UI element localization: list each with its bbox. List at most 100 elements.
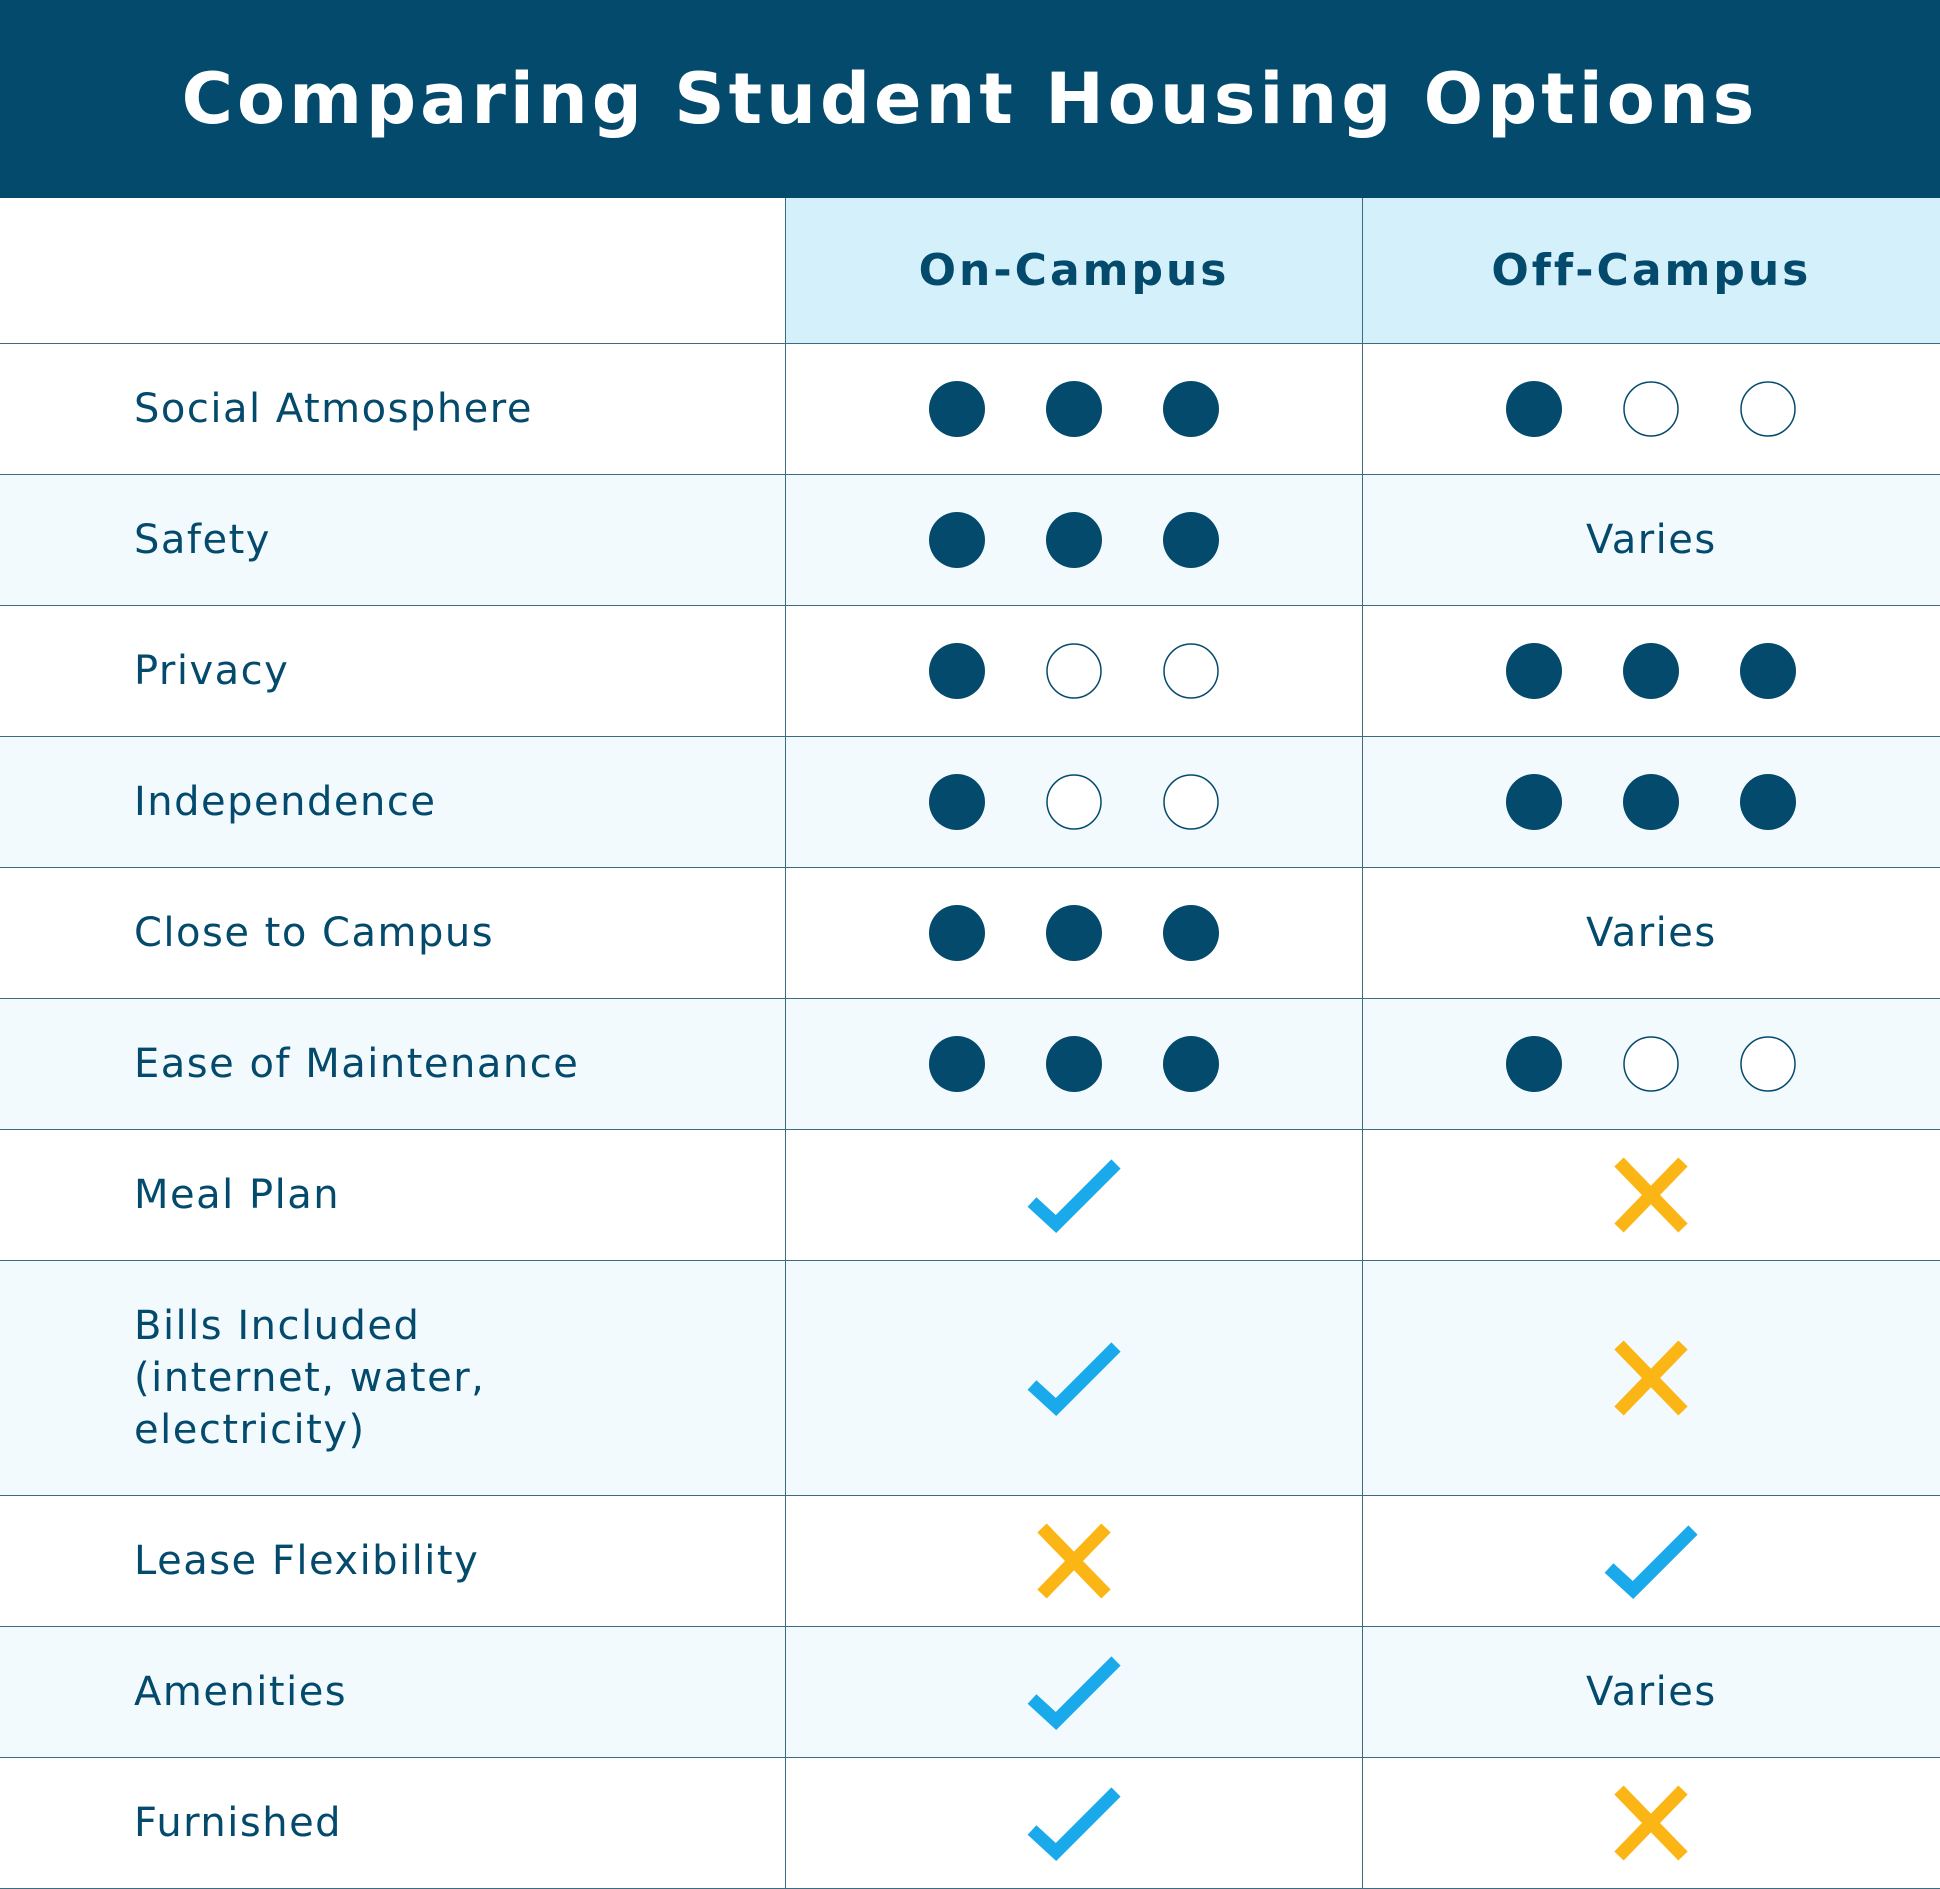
rating-dot-filled [1163,905,1220,961]
cell [785,344,1361,474]
check [1027,1159,1121,1233]
row-label: Lease Flexibility [134,1538,480,1584]
rating-dot-filled [1046,512,1103,568]
rating-dot-empty [1623,381,1680,437]
rating [1506,381,1797,437]
check [1604,1525,1698,1599]
rating-dot-filled [1506,774,1563,830]
check-icon [1027,1787,1121,1861]
table-row: Close to Campus Varies [0,868,1940,999]
rating-dot-filled [1163,381,1220,437]
column-header: On-Campus [785,198,1362,343]
rating-dot-empty [1623,1036,1680,1092]
row-label: Furnished [134,1800,343,1846]
cell [785,868,1361,998]
cross [1614,1157,1689,1233]
cell [785,475,1361,605]
row-label: Close to Campus [134,910,495,956]
rating-dot-filled [1163,1036,1220,1092]
table-row: Safety Varies [0,475,1940,606]
check-icon [1604,1525,1698,1599]
cross-icon [1614,1785,1689,1861]
title-banner: Comparing Student Housing Options [0,0,1940,198]
cross-icon [1037,1523,1111,1599]
rating-dot-filled [1740,774,1797,830]
rating-dot-filled [1506,381,1563,437]
row-label: Meal Plan [134,1172,341,1218]
cross-icon [1614,1340,1689,1416]
cell [1361,737,1940,867]
cell [785,999,1361,1129]
rating [929,774,1219,830]
cell [1361,999,1940,1129]
cell: Varies [1361,475,1940,605]
table-row: Lease Flexibility [0,1496,1940,1627]
rating [1506,1036,1797,1092]
rating-dot-filled [929,381,986,437]
row-label: Independence [134,779,437,825]
cell [1361,1496,1940,1626]
rating-dot-empty [1740,1036,1797,1092]
check-icon [1027,1159,1121,1233]
table-row: Independence [0,737,1940,868]
rating-dot-filled [929,643,986,699]
cell [1361,1261,1940,1495]
cell [1361,344,1940,474]
cell [785,737,1361,867]
check-icon [1027,1656,1121,1730]
table-row: Furnished [0,1758,1940,1889]
cross [1614,1340,1689,1416]
rating-dot-filled [929,905,986,961]
cross [1614,1785,1689,1861]
table-row: Social Atmosphere [0,344,1940,475]
table-row: Ease of Maintenance [0,999,1940,1130]
row-label: Bills Included (internet, water, electri… [134,1303,486,1453]
title: Comparing Student Housing Options [181,58,1759,140]
rating-dot-filled [1046,381,1103,437]
rating [929,643,1219,699]
rating-dot-empty [1046,774,1102,830]
rating [929,512,1220,568]
rating [929,381,1220,437]
rating-dot-filled [1740,643,1797,699]
cell-text: Varies [1585,517,1717,563]
column-header: Off-Campus [1361,198,1940,343]
cell [785,606,1361,736]
table-row: Meal Plan [0,1130,1940,1261]
cell-text: Varies [1585,1669,1717,1715]
cell [785,1261,1361,1495]
rating-dot-filled [1623,774,1680,830]
row-label: Ease of Maintenance [134,1041,580,1087]
cell [785,1758,1361,1888]
table-row: Privacy [0,606,1940,737]
cell: Varies [1361,1627,1940,1757]
rating [1506,643,1797,699]
rating-dot-filled [1163,512,1220,568]
rating-dot-empty [1740,381,1797,437]
comparison-table: On-Campus Off-Campus Social Atmosphere Safe… [0,198,1940,1889]
check [1027,1656,1121,1730]
cell-text: Varies [1585,910,1717,956]
cell [785,1130,1361,1260]
cell: Varies [1361,868,1940,998]
rating-dot-filled [929,774,986,830]
rating-dot-filled [929,512,986,568]
row-label: Amenities [134,1669,348,1715]
rating-dot-filled [1046,905,1103,961]
check [1027,1787,1121,1861]
table-row: Amenities Varies [0,1627,1940,1758]
rating-dot-filled [1046,1036,1103,1092]
check-icon [1027,1342,1121,1416]
rating-dot-filled [929,1036,986,1092]
check [1027,1342,1121,1416]
cross-icon [1614,1157,1689,1233]
rating-dot-empty [1163,643,1219,699]
row-label: Safety [134,517,271,563]
cell [785,1627,1361,1757]
rating-dot-filled [1623,643,1680,699]
rating-dot-filled [1506,643,1563,699]
cross [1037,1523,1111,1599]
rating-dot-filled [1506,1036,1563,1092]
rating [1506,774,1797,830]
